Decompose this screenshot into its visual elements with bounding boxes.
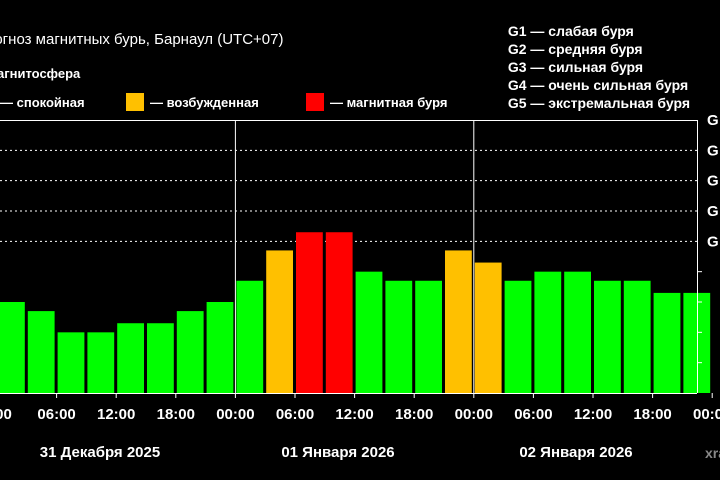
x-tick-label: 12:00 (335, 406, 373, 423)
kp-bar (266, 250, 293, 393)
legend-active-label: — возбужденная (150, 94, 259, 110)
kp-bar (147, 323, 174, 393)
kp-bar (355, 271, 383, 393)
kp-bar (325, 232, 353, 393)
kp-bar (176, 311, 204, 393)
kp-bar (296, 232, 323, 393)
kp-bar (415, 280, 442, 393)
x-tick-label: 12:00 (97, 406, 135, 423)
kp-bar (564, 271, 591, 393)
kp-bar (117, 323, 144, 393)
right-axis-label: G (707, 142, 719, 159)
site-watermark: xras.r (705, 445, 720, 461)
kp-bar (534, 271, 562, 393)
x-tick-label: 06:00 (37, 406, 75, 423)
kp-bar (385, 280, 413, 393)
kp-bar (27, 311, 55, 393)
kp-bar (87, 332, 115, 393)
g-legend-item: G3 — сильная буря (507, 59, 644, 75)
chart-grid (0, 120, 697, 393)
kp-bar (445, 250, 472, 393)
kp-bar (683, 292, 711, 393)
right-axis-label: G (707, 112, 719, 129)
chart-labels: GGGGG:0006:0012:0018:0000:0006:0012:0018… (0, 112, 720, 423)
legend-storm: — магнитная буря (306, 93, 447, 111)
x-tick-label: 12:00 (574, 406, 612, 423)
kp-bar (504, 280, 532, 393)
x-tick-label: :00 (0, 406, 12, 423)
right-axis-label: G (707, 233, 719, 250)
kp-bar (594, 280, 621, 393)
right-axis-label: G (707, 173, 719, 190)
chart-axes (0, 120, 713, 398)
g-legend-item: G2 — средняя буря (507, 41, 643, 57)
x-tick-label: 18:00 (633, 406, 671, 423)
x-tick-label: 18:00 (157, 406, 195, 423)
legend-active: — возбужденная (126, 93, 259, 111)
g-legend-item: G1 — слабая буря (507, 23, 634, 39)
x-tick-label: 06:00 (276, 406, 314, 423)
x-tick-label: 06:00 (514, 406, 552, 423)
kp-bar (474, 262, 502, 393)
g-legend-item: G5 — экстремальная буря (507, 95, 690, 111)
x-tick-label: 18:00 (395, 406, 433, 423)
legend-active-swatch (126, 93, 144, 111)
kp-bar (206, 302, 234, 393)
kp-bar (623, 280, 651, 393)
right-axis-label: G (707, 203, 719, 220)
x-tick-label: 00:00 (455, 406, 493, 423)
legend-quiet: — спокойная (0, 93, 85, 111)
chart-title: рогноз магнитных бурь, Барнаул (UTC+07) (0, 31, 284, 48)
legend-storm-swatch (306, 93, 324, 111)
legend-storm-label: — магнитная буря (330, 94, 448, 110)
kp-bar (653, 292, 681, 393)
g-legend-item: G4 — очень сильная буря (507, 77, 689, 93)
chart-bars (0, 232, 711, 393)
x-tick-label: 00:00 (216, 406, 254, 423)
kp-bar (57, 332, 85, 393)
chart-subtitle: агнитосфера (0, 66, 81, 81)
date-label-3: 02 Января 2026 (519, 444, 632, 461)
date-label-2: 01 Января 2026 (281, 444, 394, 461)
kp-bar (0, 302, 25, 393)
g-scale-legend: G1 — слабая буря G2 — средняя буря G3 — … (508, 22, 690, 112)
legend-quiet-label: — спокойная (0, 94, 85, 110)
date-label-1: 31 Декабря 2025 (40, 444, 160, 461)
kp-bar (236, 280, 264, 393)
x-tick-label: 00:00 (693, 406, 720, 423)
